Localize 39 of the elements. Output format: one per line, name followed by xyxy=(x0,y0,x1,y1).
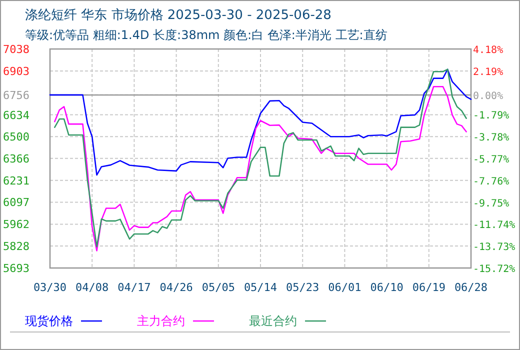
y2-tick-label: -13.73% xyxy=(473,242,516,254)
x-tick-label: 06/01 xyxy=(328,281,362,294)
y2-tick-label: -11.74% xyxy=(473,220,516,232)
x-tick-label: 05/05 xyxy=(202,281,235,294)
line-series xyxy=(49,68,472,176)
x-tick-label: 04/17 xyxy=(118,281,151,294)
y2-tick-label: 4.18% xyxy=(473,45,504,56)
x-tick-label: 05/23 xyxy=(286,281,320,294)
y2-tick-label: -5.77% xyxy=(473,154,510,166)
y2-tick-label: 2.19% xyxy=(473,66,504,78)
y-tick-label: 5828 xyxy=(3,240,30,254)
y-tick-label: 6366 xyxy=(3,152,30,166)
x-tick-label: 06/19 xyxy=(412,281,446,294)
legend-label: 最近合约 xyxy=(249,314,297,328)
y2-tick-label: -1.79% xyxy=(473,110,510,122)
x-tick-label: 04/26 xyxy=(160,281,193,294)
y2-tick-label: -3.78% xyxy=(473,132,510,144)
x-tick-label: 06/10 xyxy=(370,281,404,294)
y-tick-label: 6903 xyxy=(3,64,30,78)
x-tick-label: 03/30 xyxy=(33,281,67,294)
x-tick-label: 06/28 xyxy=(454,281,488,294)
legend-label: 现货价格 xyxy=(25,314,73,328)
y-tick-label: 6756 xyxy=(3,88,30,102)
y-tick-label: 5962 xyxy=(3,218,30,232)
x-tick-label: 04/08 xyxy=(76,281,109,294)
x-tick-label: 05/14 xyxy=(244,281,278,294)
y-tick-label: 6231 xyxy=(3,174,30,188)
y-tick-label: 6500 xyxy=(3,130,30,144)
y-tick-label: 6097 xyxy=(3,196,30,210)
legend-label: 主力合约 xyxy=(137,314,185,328)
chart-title: 涤纶短纤 华东 市场价格 2025-03-30 - 2025-06-28 xyxy=(25,8,332,23)
y2-tick-label: 0.00% xyxy=(473,91,504,102)
y-tick-label: 6634 xyxy=(3,108,30,122)
y2-tick-label: -7.76% xyxy=(473,176,510,188)
y2-tick-label: -9.75% xyxy=(473,198,510,210)
y2-tick-label: -15.72% xyxy=(473,264,516,275)
chart-subtitle: 等级:优等品 粗细:1.4D 长度:38mm 颜色:白 色泽:半消光 工艺:直纺 xyxy=(25,28,388,42)
y-tick-label: 5693 xyxy=(3,262,30,275)
y-tick-label: 7038 xyxy=(3,43,30,56)
